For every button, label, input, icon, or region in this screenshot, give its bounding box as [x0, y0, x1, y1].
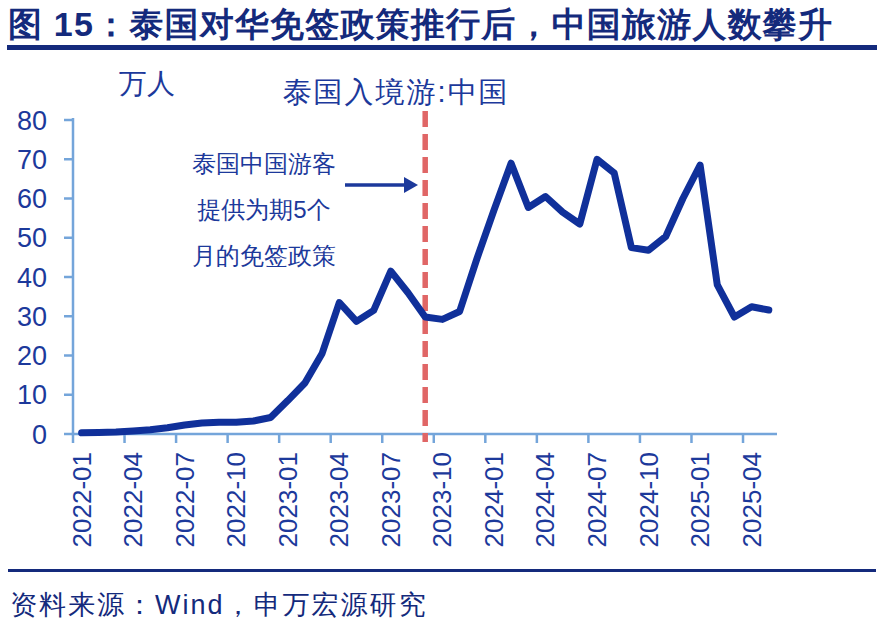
annotation-line-2: 提供为期5个	[197, 196, 330, 223]
x-tick-label: 2023-07	[376, 452, 406, 547]
line-chart: 0 10 20 30 40 50 60 70 80 2022-01 2022-04 2022-07 20…	[0, 0, 884, 634]
chart-title: 泰国入境游:中国	[282, 76, 509, 108]
y-tick-label: 30	[17, 302, 47, 332]
x-tick-label: 2022-07	[170, 452, 200, 547]
footer-divider	[8, 569, 876, 572]
x-tick-label: 2025-04	[737, 452, 767, 547]
y-tick-label: 0	[32, 420, 47, 450]
y-tick-label: 80	[17, 106, 47, 136]
annotation-line-3: 月的免签政策	[192, 242, 336, 269]
x-tick-label: 2024-04	[530, 452, 560, 547]
y-tick-label: 20	[17, 341, 47, 371]
x-tick-label: 2022-04	[118, 452, 148, 547]
x-tick-label: 2024-01	[479, 452, 509, 547]
annotation-arrow-head	[404, 177, 418, 193]
y-tick-label: 10	[17, 380, 47, 410]
x-tick-label: 2024-10	[634, 452, 664, 547]
x-tick-label: 2024-07	[582, 452, 612, 547]
y-tick-label: 60	[17, 184, 47, 214]
x-tick-label: 2023-10	[427, 452, 457, 547]
y-tick-label: 50	[17, 223, 47, 253]
x-tick-label: 2023-01	[273, 452, 303, 547]
x-tick-label: 2025-01	[685, 452, 715, 547]
source-note: 资料来源：Wind，申万宏源研究	[10, 587, 428, 623]
y-tick-label: 70	[17, 145, 47, 175]
x-tick-label: 2022-10	[221, 452, 251, 547]
annotation-line-1: 泰国中国游客	[192, 150, 336, 177]
unit-label: 万人	[119, 68, 175, 99]
x-tick-label: 2022-01	[67, 452, 97, 547]
figure-page: { "header": {"title": "图 15：泰国对华免签政策推行后，…	[0, 0, 884, 634]
y-tick-label: 40	[17, 263, 47, 293]
x-tick-label: 2023-04	[324, 452, 354, 547]
